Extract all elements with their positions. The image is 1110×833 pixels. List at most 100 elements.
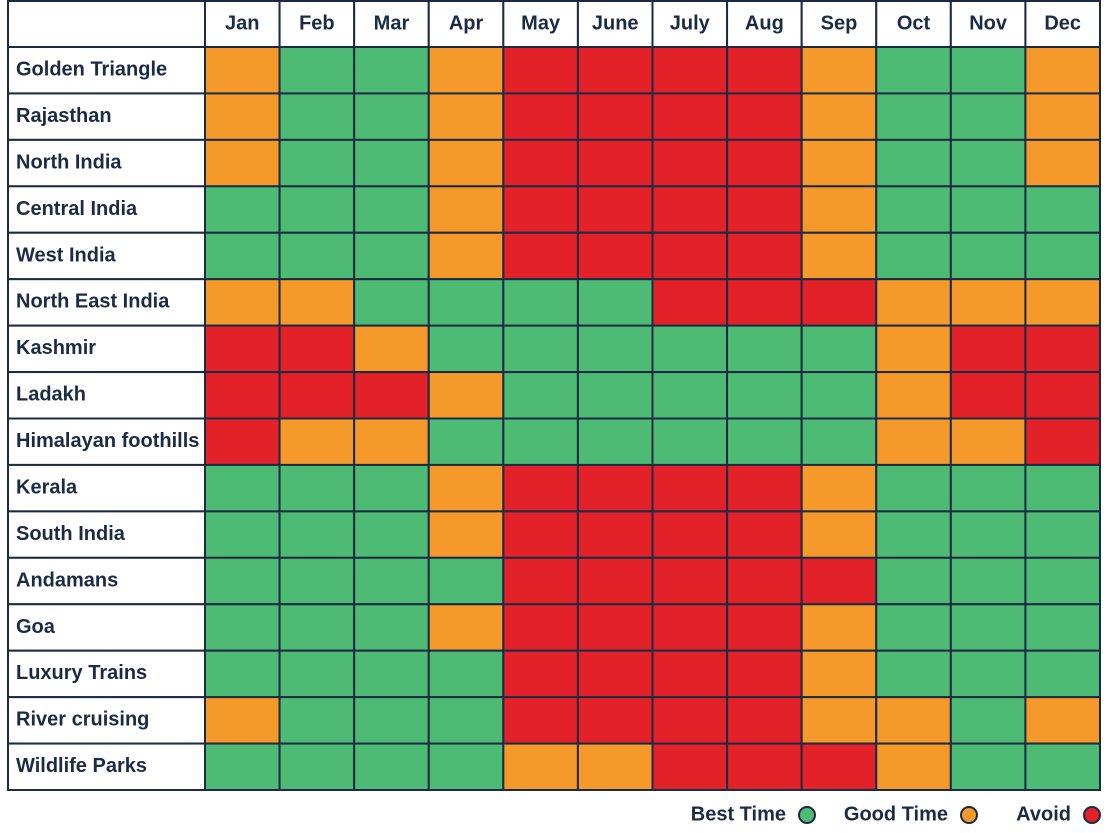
status-cell: [1024, 463, 1101, 513]
status-cell: [875, 417, 952, 466]
status-cell: [875, 185, 952, 234]
header-label-cell: [7, 0, 206, 48]
status-cell: [875, 603, 952, 652]
status-cell: [949, 417, 1027, 466]
status-cell: [1024, 92, 1101, 141]
status-cell: [278, 696, 356, 745]
status-cell: [651, 371, 729, 420]
status-cell: [800, 417, 878, 466]
status-cell: [651, 138, 729, 188]
status-cell: [278, 46, 356, 95]
status-cell: [427, 510, 505, 559]
row-label-cell: [7, 371, 206, 420]
status-cell: [949, 324, 1027, 374]
status-cell: [651, 185, 729, 234]
row-label-cell: [7, 231, 206, 281]
status-cell: [278, 138, 356, 188]
status-cell: [502, 696, 579, 745]
status-cell: [875, 696, 952, 745]
status-cell: [576, 278, 654, 327]
status-cell: [949, 92, 1027, 141]
status-cell: [576, 138, 654, 188]
status-cell: [427, 324, 505, 374]
row-label-cell: [7, 696, 206, 745]
legend-label: Good Time: [844, 803, 948, 825]
status-cell: [726, 278, 803, 327]
status-cell: [204, 371, 281, 420]
status-cell: [278, 603, 356, 652]
status-cell: [1024, 510, 1101, 559]
status-cell: [353, 649, 430, 699]
status-cell: [651, 649, 729, 699]
status-cell: [800, 231, 878, 281]
status-cell: [278, 185, 356, 234]
status-cell: [278, 510, 356, 559]
status-cell: [204, 138, 281, 188]
status-cell: [278, 742, 356, 791]
status-cell: [949, 649, 1027, 699]
status-cell: [651, 556, 729, 606]
status-cell: [800, 463, 878, 513]
status-cell: [1024, 138, 1101, 188]
row-label: Golden Triangle: [16, 59, 167, 81]
status-cell: [353, 463, 430, 513]
status-cell: [278, 417, 356, 466]
status-cell: [875, 556, 952, 606]
month-label: Jan: [225, 12, 259, 34]
row-label-cell: [7, 417, 206, 466]
status-cell: [353, 556, 430, 606]
status-cell: [1024, 231, 1101, 281]
status-cell: [576, 463, 654, 513]
month-label: Dec: [1044, 12, 1081, 34]
status-cell: [800, 603, 878, 652]
status-cell: [353, 742, 430, 791]
legend-label: Avoid: [1016, 803, 1071, 825]
status-cell: [651, 603, 729, 652]
status-cell: [800, 185, 878, 234]
status-cell: [204, 324, 281, 374]
status-cell: [576, 46, 654, 95]
row-label: River cruising: [16, 709, 149, 731]
status-cell: [726, 324, 803, 374]
status-cell: [875, 138, 952, 188]
status-cell: [204, 510, 281, 559]
status-cell: [427, 371, 505, 420]
row-label-cell: [7, 463, 206, 513]
status-cell: [576, 742, 654, 791]
status-cell: [726, 231, 803, 281]
header-cell: [726, 0, 803, 48]
status-cell: [204, 649, 281, 699]
month-label: May: [521, 12, 561, 34]
month-label: Apr: [449, 12, 484, 34]
status-cell: [800, 556, 878, 606]
status-cell: [726, 510, 803, 559]
month-label: Sep: [821, 12, 858, 34]
status-cell: [651, 742, 729, 791]
status-cell: [949, 603, 1027, 652]
status-cell: [651, 231, 729, 281]
status-cell: [353, 185, 430, 234]
status-cell: [1024, 278, 1101, 327]
status-cell: [651, 696, 729, 745]
status-cell: [576, 696, 654, 745]
month-label: Aug: [745, 12, 784, 34]
header-cell: [1024, 0, 1101, 48]
status-cell: [576, 603, 654, 652]
header-cell: [576, 0, 654, 48]
status-cell: [427, 463, 505, 513]
status-cell: [726, 46, 803, 95]
status-cell: [353, 603, 430, 652]
status-cell: [800, 324, 878, 374]
status-cell: [502, 463, 579, 513]
status-cell: [353, 417, 430, 466]
status-cell: [204, 92, 281, 141]
legend-label: Best Time: [691, 803, 786, 825]
status-cell: [204, 603, 281, 652]
status-cell: [502, 603, 579, 652]
status-cell: [1024, 742, 1101, 791]
row-label: South India: [16, 523, 126, 545]
status-cell: [427, 138, 505, 188]
status-cell: [353, 231, 430, 281]
status-cell: [875, 742, 952, 791]
row-label-cell: [7, 185, 206, 234]
